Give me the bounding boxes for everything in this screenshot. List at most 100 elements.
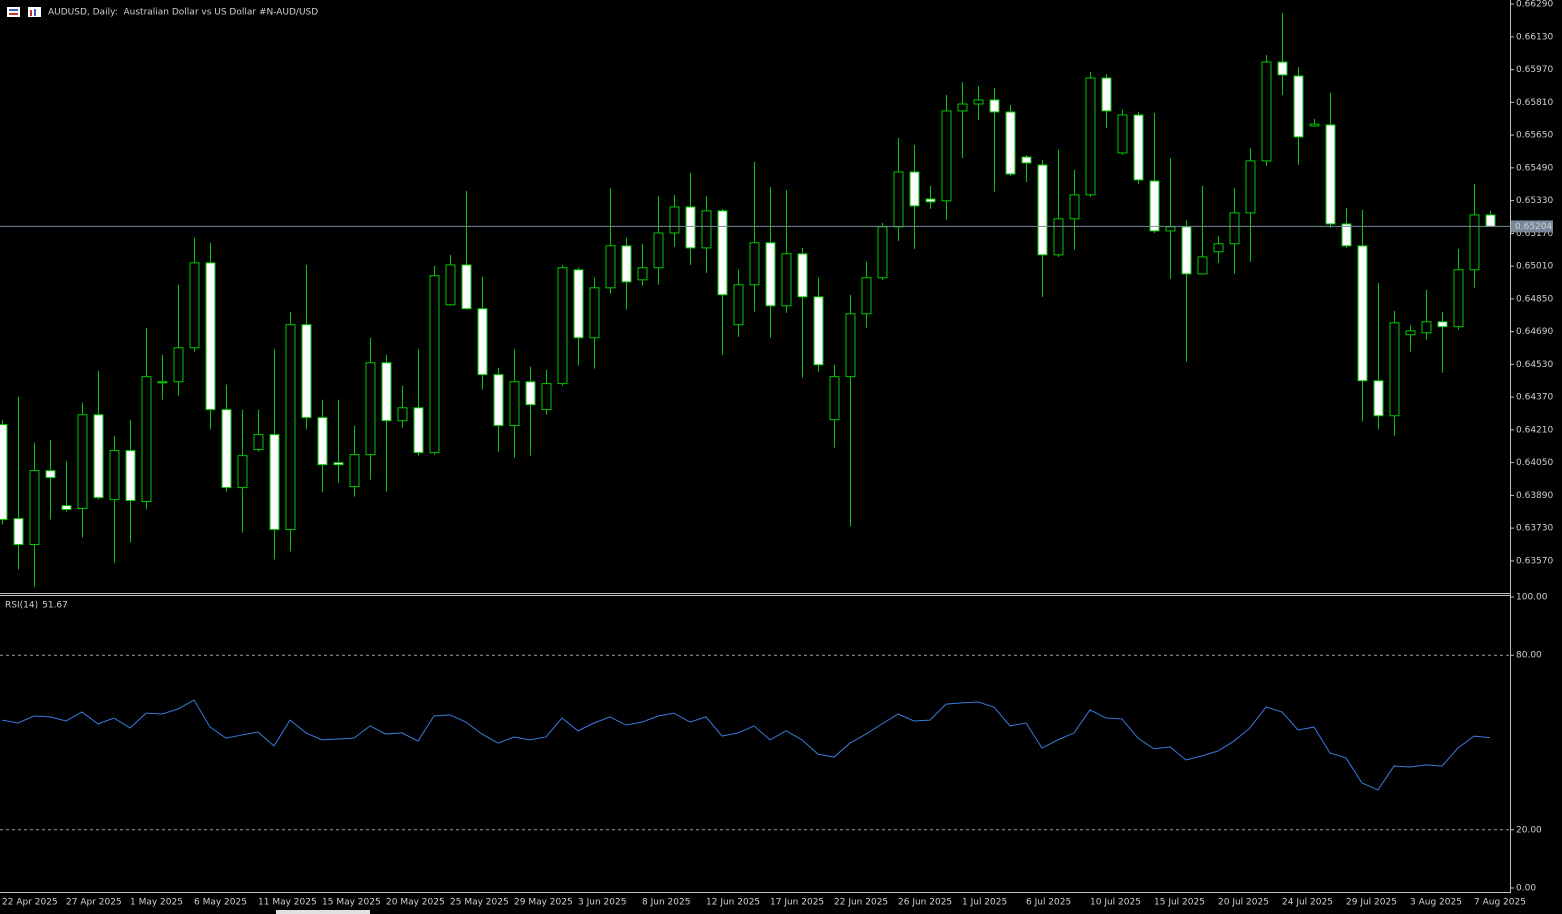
- candle-body: [349, 454, 360, 488]
- candle-body: [333, 462, 344, 466]
- candle-body: [1245, 160, 1256, 214]
- candle-body: [797, 253, 808, 298]
- candle-body: [477, 308, 488, 376]
- candle-body: [637, 267, 648, 281]
- candle-body: [605, 245, 616, 289]
- candle-body: [77, 414, 88, 509]
- x-tick-label: 20 Jul 2025: [1218, 898, 1269, 908]
- y-tick-label: 0.64530: [1516, 360, 1553, 370]
- last-price-label: 0.65204: [1515, 222, 1552, 232]
- icon: [9, 13, 18, 15]
- candle-body: [45, 470, 56, 479]
- candle-body: [381, 362, 392, 422]
- candle-body: [205, 262, 216, 411]
- candle-body: [1229, 212, 1240, 245]
- candle-body: [589, 287, 600, 339]
- candle-body: [909, 171, 920, 207]
- x-tick-label: 20 May 2025: [386, 898, 445, 908]
- x-tick-label: 1 May 2025: [130, 898, 183, 908]
- candle-body: [1165, 226, 1176, 232]
- x-tick-label: 3 Aug 2025: [1410, 898, 1462, 908]
- candle-body: [813, 296, 824, 366]
- x-tick-label: 3 Jun 2025: [578, 898, 626, 908]
- x-tick-label: 15 May 2025: [322, 898, 381, 908]
- candle-body: [925, 198, 936, 203]
- x-tick-label: 27 Apr 2025: [66, 898, 122, 908]
- y-tick-label: 0.63730: [1516, 524, 1553, 534]
- candle-body: [1037, 164, 1048, 256]
- candle-body: [653, 232, 664, 269]
- candle-body: [1277, 61, 1288, 76]
- scrollbar[interactable]: [276, 910, 370, 914]
- y-tick-label: 0.65490: [1516, 163, 1553, 173]
- candle-body: [0, 424, 8, 521]
- candle-body: [125, 450, 136, 501]
- candle-body: [253, 434, 264, 451]
- candle-body: [93, 414, 104, 499]
- candle-body: [29, 470, 40, 546]
- candle-body: [317, 417, 328, 466]
- x-tick-label: 29 Jul 2025: [1346, 898, 1397, 908]
- candle-body: [13, 518, 24, 546]
- candle-body: [941, 110, 952, 202]
- y-tick-label: 20.00: [1516, 825, 1542, 835]
- candle-body: [893, 171, 904, 228]
- y-tick-label: 0.66290: [1516, 0, 1553, 10]
- candle-body: [1405, 330, 1416, 336]
- candle-body: [557, 267, 568, 385]
- rsi-line: [1, 699, 1491, 791]
- candle-body: [445, 264, 456, 306]
- y-tick-label: 0.64850: [1516, 294, 1553, 304]
- candle-body: [1469, 214, 1480, 271]
- y-tick-label: 0.65170: [1516, 229, 1553, 239]
- x-tick-label: 29 May 2025: [514, 898, 573, 908]
- candle-body: [141, 376, 152, 503]
- candle-body: [621, 245, 632, 283]
- candle-body: [1053, 218, 1064, 256]
- candle-body: [365, 362, 376, 456]
- candle-body: [1261, 61, 1272, 162]
- indicator-value: 51.67: [42, 601, 68, 611]
- candle-body: [1357, 245, 1368, 382]
- candle-body: [413, 407, 424, 454]
- x-tick-label: 6 Jul 2025: [1026, 898, 1071, 908]
- x-tick-label: 26 Jun 2025: [898, 898, 952, 908]
- candle-body: [109, 450, 120, 500]
- candle-body: [173, 347, 184, 383]
- x-tick-label: 24 Jul 2025: [1282, 898, 1333, 908]
- candle-body: [957, 103, 968, 112]
- candle-body: [1341, 223, 1352, 247]
- x-tick-label: 15 Jul 2025: [1154, 898, 1205, 908]
- candle-body: [781, 253, 792, 307]
- candle-body: [1085, 77, 1096, 196]
- candle-body: [829, 376, 840, 421]
- y-tick-label: 80.00: [1516, 651, 1542, 661]
- candle-body: [573, 269, 584, 339]
- x-tick-label: 25 May 2025: [450, 898, 509, 908]
- candle-body: [877, 226, 888, 279]
- candle-body: [397, 407, 408, 422]
- candle-body: [1117, 114, 1128, 154]
- last-price-box: [1511, 220, 1553, 233]
- x-tick-label: 6 May 2025: [194, 898, 247, 908]
- y-tick-label: 0.64050: [1516, 458, 1553, 468]
- x-tick-label: 1 Jul 2025: [962, 898, 1007, 908]
- icon: [30, 10, 32, 16]
- candle-body: [845, 313, 856, 378]
- candle-body: [1453, 269, 1464, 328]
- x-tick-label: 10 Jul 2025: [1090, 898, 1141, 908]
- candle-body: [1133, 114, 1144, 181]
- candle-body: [285, 324, 296, 531]
- candle-body: [749, 242, 760, 286]
- axis-frame: [0, 0, 1511, 893]
- x-tick-label: 12 Jun 2025: [706, 898, 760, 908]
- x-tick-label: 22 Jun 2025: [834, 898, 888, 908]
- icon: [7, 7, 20, 17]
- y-tick-label: 0.65810: [1516, 98, 1553, 108]
- candle-body: [765, 242, 776, 307]
- candle-body: [1325, 124, 1336, 225]
- candle-body: [541, 383, 552, 411]
